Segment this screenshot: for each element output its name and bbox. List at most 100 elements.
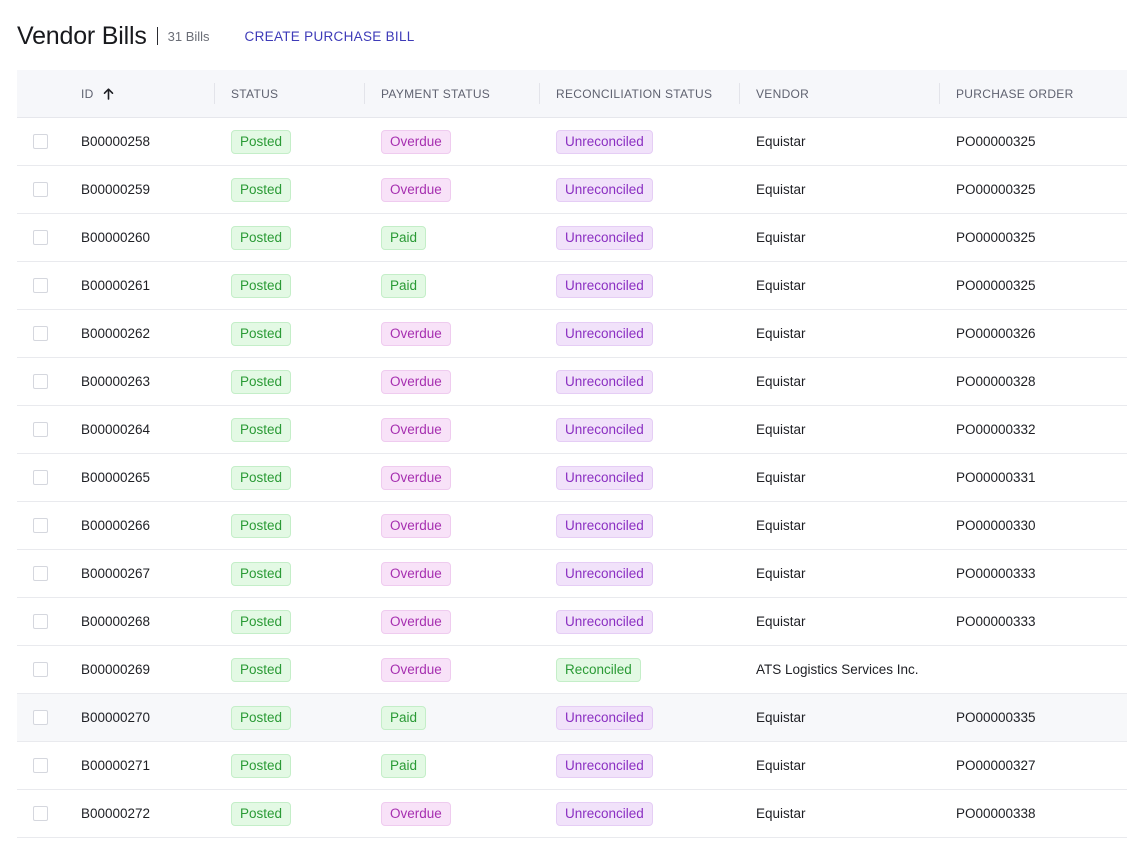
reconciliation-status-badge: Unreconciled [556, 561, 653, 586]
payment-status-badge: Overdue [381, 801, 451, 826]
vendor-cell: Equistar [756, 262, 806, 309]
reconciliation-status-badge: Unreconciled [556, 129, 653, 154]
row-checkbox[interactable] [33, 662, 48, 677]
table-row[interactable]: B00000265 Posted Overdue Unreconciled Equist… [17, 454, 1127, 502]
table-row[interactable]: B00000262 Posted Overdue Unreconciled Equist… [17, 310, 1127, 358]
bill-count: 31 Bills [167, 28, 210, 44]
bill-id-text: B00000260 [81, 230, 151, 245]
column-header-label: VENDOR [756, 86, 810, 101]
row-checkbox[interactable] [33, 326, 48, 341]
status-badge: Posted [231, 417, 292, 442]
purchase-order-text: PO00000325 [956, 230, 1036, 245]
column-header-reconciliation-status[interactable]: RECONCILIATION STATUS [556, 70, 712, 117]
vendor-text: Equistar [756, 710, 806, 725]
status-badge: Posted [231, 225, 292, 250]
purchase-order-text: PO00000335 [956, 710, 1036, 725]
status-cell: Posted [231, 502, 292, 549]
column-header-purchase-order[interactable]: PURCHASE ORDER [956, 70, 1074, 117]
purchase-order-cell: PO00000325 [956, 118, 1036, 165]
purchase-order-cell: PO00000335 [956, 694, 1036, 741]
row-checkbox[interactable] [33, 758, 48, 773]
table-row[interactable]: B00000271 Posted Paid Unreconciled Equistar P… [17, 742, 1127, 790]
column-divider [364, 83, 365, 104]
purchase-order-text: PO00000332 [956, 422, 1036, 437]
payment-status-cell: Paid [381, 262, 427, 309]
bill-id-text: B00000258 [81, 134, 151, 149]
status-badge: Posted [231, 753, 292, 778]
row-checkbox[interactable] [33, 518, 48, 533]
row-checkbox[interactable] [33, 134, 48, 149]
row-checkbox[interactable] [33, 374, 48, 389]
reconciliation-status-cell: Unreconciled [556, 310, 653, 357]
column-header-payment-status[interactable]: PAYMENT STATUS [381, 70, 490, 117]
reconciliation-status-cell: Unreconciled [556, 598, 653, 645]
status-cell: Posted [231, 550, 292, 597]
table-row[interactable]: B00000260 Posted Paid Unreconciled Equistar P… [17, 214, 1127, 262]
vendor-text: ATS Logistics Services Inc. [756, 662, 919, 677]
row-checkbox[interactable] [33, 182, 48, 197]
bill-id-text: B00000272 [81, 806, 151, 821]
status-cell: Posted [231, 262, 292, 309]
row-checkbox[interactable] [33, 278, 48, 293]
purchase-order-cell: PO00000325 [956, 214, 1036, 261]
reconciliation-status-cell: Unreconciled [556, 454, 653, 501]
column-header-id[interactable]: ID [81, 70, 114, 117]
payment-status-badge: Overdue [381, 561, 451, 586]
purchase-order-text: PO00000333 [956, 614, 1036, 629]
payment-status-cell: Paid [381, 742, 427, 789]
table-row[interactable]: B00000266 Posted Overdue Unreconciled Equist… [17, 502, 1127, 550]
vendor-text: Equistar [756, 230, 806, 245]
purchase-order-cell: PO00000332 [956, 406, 1036, 453]
create-purchase-bill-button[interactable]: CREATE PURCHASE BILL [244, 28, 415, 44]
row-checkbox[interactable] [33, 470, 48, 485]
table-row[interactable]: B00000261 Posted Paid Unreconciled Equistar P… [17, 262, 1127, 310]
purchase-order-text: PO00000326 [956, 326, 1036, 341]
row-checkbox[interactable] [33, 566, 48, 581]
table-row[interactable]: B00000264 Posted Overdue Unreconciled Equist… [17, 406, 1127, 454]
vendor-cell: Equistar [756, 454, 806, 501]
table-row[interactable]: B00000258 Posted Overdue Unreconciled Equist… [17, 118, 1127, 166]
table-row[interactable]: B00000268 Posted Overdue Unreconciled Equist… [17, 598, 1127, 646]
table-row[interactable]: B00000259 Posted Overdue Unreconciled Equist… [17, 166, 1127, 214]
status-cell: Posted [231, 694, 292, 741]
bill-id-cell: B00000260 [81, 214, 150, 261]
row-checkbox[interactable] [33, 230, 48, 245]
payment-status-badge: Overdue [381, 369, 451, 394]
reconciliation-status-badge: Unreconciled [556, 321, 653, 346]
purchase-order-cell: PO00000338 [956, 790, 1036, 837]
column-header-status[interactable]: STATUS [231, 70, 278, 117]
bill-id-cell: B00000265 [81, 454, 150, 501]
row-checkbox[interactable] [33, 710, 48, 725]
payment-status-cell: Overdue [381, 406, 451, 453]
table-row[interactable]: B00000272 Posted Overdue Unreconciled Equist… [17, 790, 1127, 838]
vendor-text: Equistar [756, 374, 806, 389]
reconciliation-status-cell: Unreconciled [556, 694, 653, 741]
bill-id-cell: B00000267 [81, 550, 150, 597]
purchase-order-text: PO00000333 [956, 566, 1036, 581]
purchase-order-cell: PO00000333 [956, 550, 1036, 597]
status-cell: Posted [231, 214, 292, 261]
reconciliation-status-badge: Unreconciled [556, 513, 653, 538]
row-checkbox[interactable] [33, 614, 48, 629]
vendor-cell: Equistar [756, 214, 806, 261]
table-row[interactable]: B00000263 Posted Overdue Unreconciled Equist… [17, 358, 1127, 406]
reconciliation-status-badge: Unreconciled [556, 465, 653, 490]
reconciliation-status-cell: Unreconciled [556, 742, 653, 789]
vendor-cell: Equistar [756, 742, 806, 789]
row-checkbox[interactable] [33, 422, 48, 437]
reconciliation-status-cell: Unreconciled [556, 406, 653, 453]
row-checkbox[interactable] [33, 806, 48, 821]
reconciliation-status-cell: Unreconciled [556, 502, 653, 549]
column-header-vendor[interactable]: VENDOR [756, 70, 809, 117]
reconciliation-status-cell: Unreconciled [556, 118, 653, 165]
column-divider [539, 83, 540, 104]
table-row[interactable]: B00000267 Posted Overdue Unreconciled Equist… [17, 550, 1127, 598]
bill-id-text: B00000266 [81, 518, 151, 533]
bill-id-cell: B00000270 [81, 694, 150, 741]
payment-status-cell: Overdue [381, 550, 451, 597]
status-cell: Posted [231, 646, 292, 693]
table-row[interactable]: B00000269 Posted Overdue Reconciled ATS Logi… [17, 646, 1127, 694]
table-row[interactable]: B00000270 Posted Paid Unreconciled Equistar P… [17, 694, 1127, 742]
bill-id-text: B00000263 [81, 374, 151, 389]
vendor-text: Equistar [756, 518, 806, 533]
